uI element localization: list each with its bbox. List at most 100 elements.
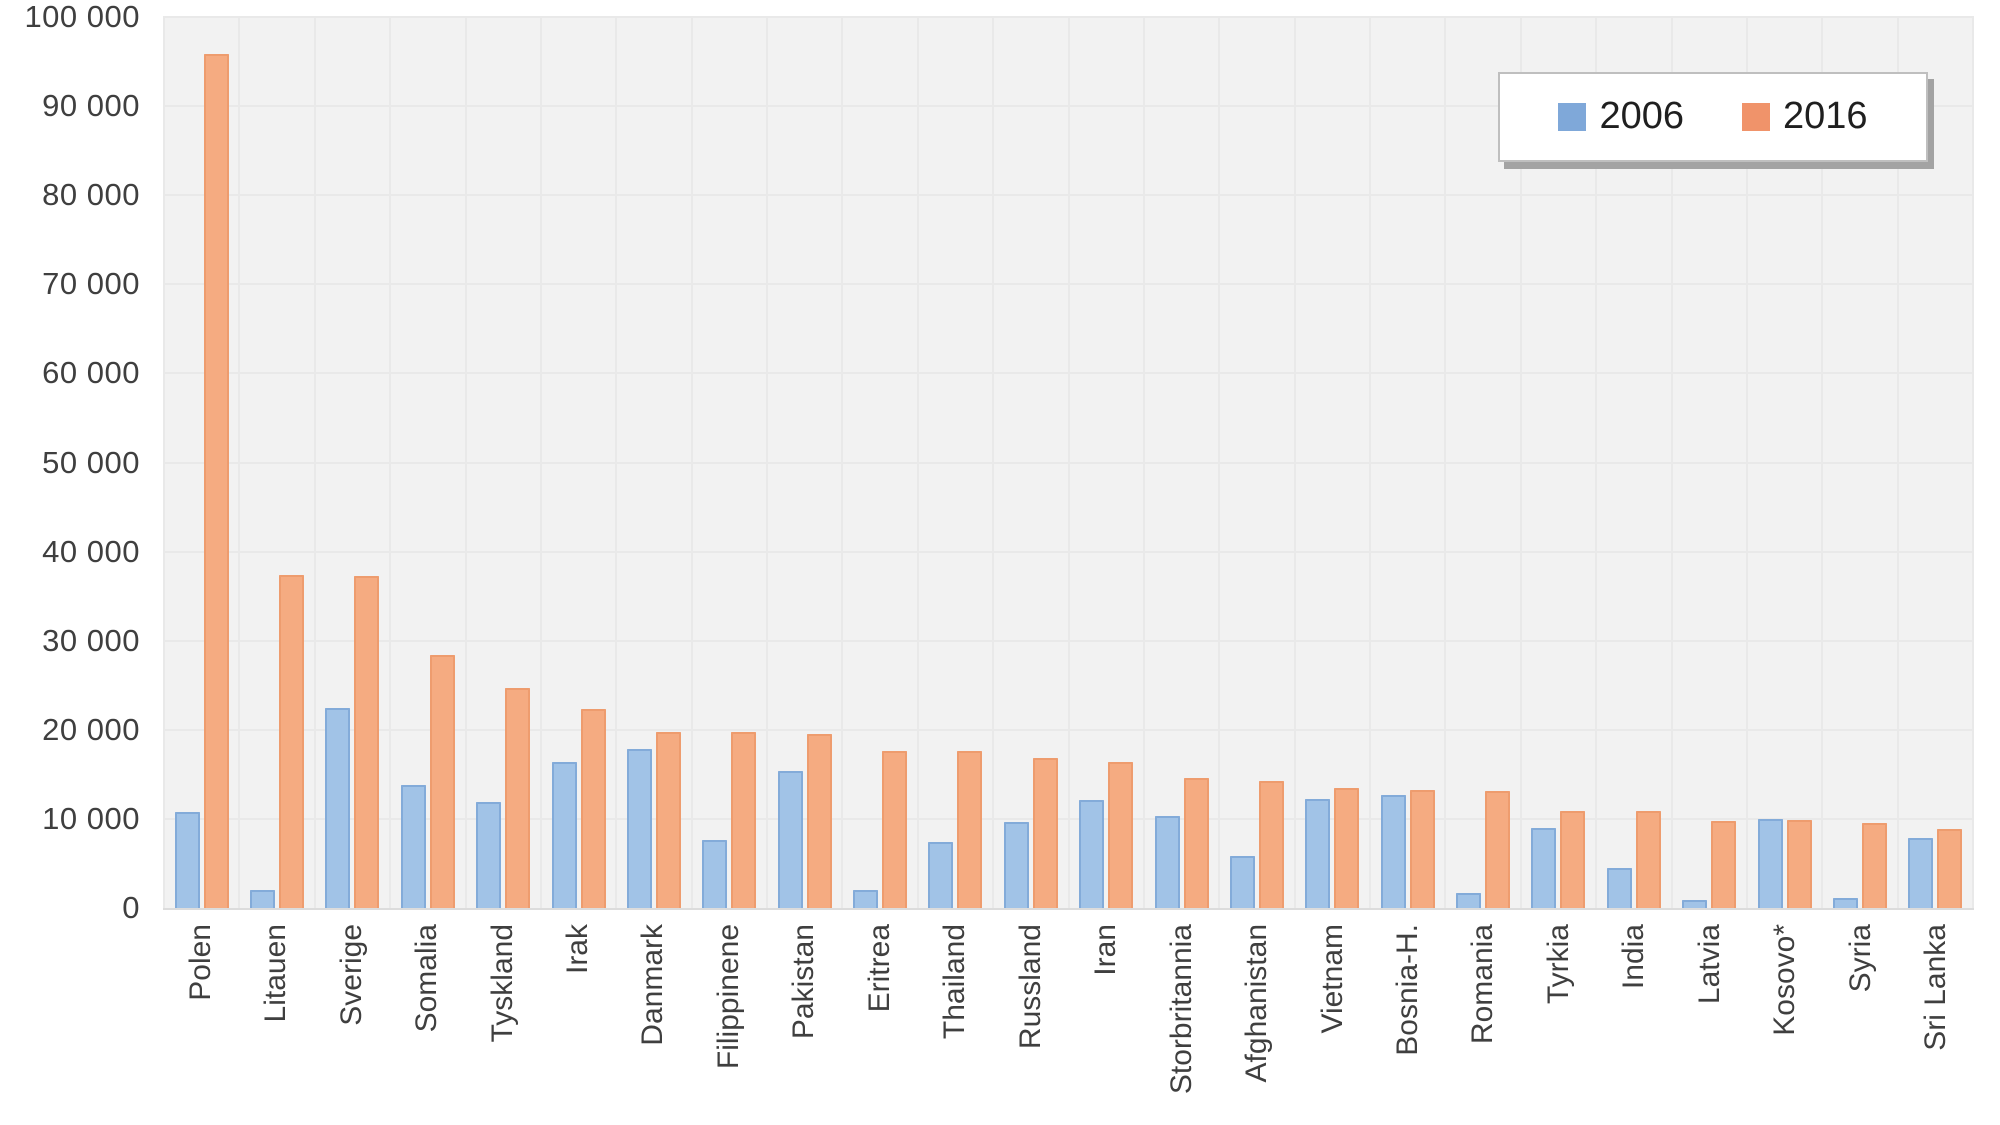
bar-2006-sri-lanka bbox=[1908, 837, 1934, 908]
group-polen bbox=[163, 17, 238, 908]
x-label-cell-iran: Iran bbox=[1068, 924, 1143, 1124]
x-label-cell-polen: Polen bbox=[163, 924, 238, 1124]
x-label-cell-vietnam: Vietnam bbox=[1295, 924, 1370, 1124]
x-label-cell-sverige: Sverige bbox=[314, 924, 389, 1124]
bar-2006-india bbox=[1606, 867, 1632, 908]
x-label-cell-tyrkia: Tyrkia bbox=[1521, 924, 1596, 1124]
x-label-storbritannia: Storbritannia bbox=[1164, 924, 1198, 1095]
bar-2006-sverige bbox=[325, 708, 351, 908]
bar-2006-russland bbox=[1003, 821, 1029, 908]
x-label-polen: Polen bbox=[183, 924, 217, 1001]
group-vietnam bbox=[1293, 17, 1369, 908]
x-label-bosnia-h: Bosnia-H. bbox=[1390, 924, 1424, 1056]
x-axis: Polen Litauen Sverige Somalia Tyskland Irak Da… bbox=[163, 924, 1974, 1124]
x-label-cell-india: India bbox=[1597, 924, 1672, 1124]
x-label-cell-storbritannia: Storbritannia bbox=[1144, 924, 1219, 1124]
x-label-danmark: Danmark bbox=[636, 924, 670, 1046]
bar-2016-litauen bbox=[279, 574, 305, 908]
bar-2006-bosnia-h bbox=[1380, 794, 1406, 908]
y-tick-label-30000: 30 000 bbox=[42, 622, 140, 658]
x-label-cell-romania: Romania bbox=[1446, 924, 1521, 1124]
bar-2016-latvia bbox=[1711, 820, 1737, 908]
x-label-somalia: Somalia bbox=[410, 924, 444, 1033]
bar-2016-eritrea bbox=[882, 751, 908, 908]
group-latvia bbox=[1670, 17, 1746, 908]
y-axis: 0 10 000 20 000 30 000 40 000 50 000 60 000 70 … bbox=[0, 0, 140, 1125]
x-label-filippinene: Filippinene bbox=[711, 924, 745, 1070]
bar-2006-iran bbox=[1079, 800, 1105, 908]
legend-swatch-2006 bbox=[1558, 103, 1587, 131]
bar-2006-irak bbox=[551, 761, 577, 908]
bar-2016-irak bbox=[580, 709, 606, 908]
bar-2016-tyskland bbox=[505, 687, 531, 908]
bar-2006-afghanistan bbox=[1229, 856, 1255, 908]
legend-item-2006: 2006 bbox=[1558, 97, 1684, 138]
bar-2006-polen bbox=[174, 811, 200, 908]
group-afghanistan bbox=[1218, 17, 1293, 908]
bar-2006-vietnam bbox=[1305, 799, 1331, 908]
x-label-cell-danmark: Danmark bbox=[616, 924, 691, 1124]
bar-2006-kosovo bbox=[1757, 818, 1783, 908]
group-romania bbox=[1444, 17, 1519, 908]
group-sverige bbox=[313, 17, 389, 908]
bar-2016-romania bbox=[1485, 791, 1511, 908]
y-tick-label-70000: 70 000 bbox=[42, 266, 140, 302]
bar-groups bbox=[163, 17, 1974, 908]
bar-2016-afghanistan bbox=[1258, 780, 1284, 908]
y-tick-label-60000: 60 000 bbox=[42, 355, 140, 391]
x-label-cell-eritrea: Eritrea bbox=[842, 924, 917, 1124]
bar-2006-tyrkia bbox=[1531, 827, 1557, 908]
x-label-pakistan: Pakistan bbox=[787, 924, 821, 1040]
x-label-tyskland: Tyskland bbox=[485, 924, 519, 1043]
bar-2006-pakistan bbox=[777, 770, 803, 908]
group-eritrea bbox=[841, 17, 916, 908]
group-somalia bbox=[389, 17, 464, 908]
bar-2016-russland bbox=[1032, 758, 1058, 908]
legend-item-2016: 2016 bbox=[1742, 97, 1868, 138]
group-india bbox=[1595, 17, 1670, 908]
group-danmark bbox=[615, 17, 690, 908]
bar-2016-vietnam bbox=[1334, 787, 1360, 908]
bar-2006-thailand bbox=[928, 842, 954, 908]
x-label-romania: Romania bbox=[1466, 924, 1500, 1045]
x-label-syria: Syria bbox=[1843, 924, 1877, 993]
x-label-litauen: Litauen bbox=[259, 924, 293, 1023]
bar-2016-sverige bbox=[354, 575, 380, 908]
x-label-kosovo: Kosovo* bbox=[1768, 924, 1802, 1036]
bar-2006-eritrea bbox=[853, 890, 879, 908]
legend: 2006 2016 bbox=[1498, 72, 1928, 162]
x-label-cell-pakistan: Pakistan bbox=[767, 924, 842, 1124]
group-syria bbox=[1821, 17, 1896, 908]
legend-swatch-2016 bbox=[1742, 103, 1770, 131]
x-label-latvia: Latvia bbox=[1692, 924, 1726, 1005]
bar-2016-somalia bbox=[429, 654, 455, 908]
x-label-cell-thailand: Thailand bbox=[918, 924, 993, 1124]
group-tyrkia bbox=[1519, 17, 1595, 908]
bar-2016-storbritannia bbox=[1183, 777, 1209, 908]
bar-2016-thailand bbox=[957, 751, 983, 908]
bar-2016-iran bbox=[1108, 761, 1134, 908]
x-label-cell-irak: Irak bbox=[540, 924, 615, 1124]
x-label-cell-syria: Syria bbox=[1823, 924, 1898, 1124]
bar-2006-danmark bbox=[626, 749, 652, 908]
group-irak bbox=[539, 17, 615, 908]
bar-2006-syria bbox=[1832, 898, 1858, 908]
x-label-india: India bbox=[1617, 924, 1651, 990]
group-thailand bbox=[916, 17, 992, 908]
bar-2016-sri-lanka bbox=[1937, 828, 1963, 908]
y-tick-label-90000: 90 000 bbox=[42, 88, 140, 124]
x-label-eritrea: Eritrea bbox=[862, 924, 896, 1013]
bar-2016-danmark bbox=[655, 731, 681, 908]
x-label-cell-latvia: Latvia bbox=[1672, 924, 1747, 1124]
x-label-cell-litauen: Litauen bbox=[238, 924, 313, 1124]
x-label-sverige: Sverige bbox=[334, 924, 368, 1026]
group-filippinene bbox=[690, 17, 766, 908]
bar-2006-latvia bbox=[1682, 899, 1708, 908]
bar-2006-filippinene bbox=[702, 840, 728, 908]
bar-2016-filippinene bbox=[731, 731, 757, 908]
x-label-cell-bosnia-h: Bosnia-H. bbox=[1370, 924, 1445, 1124]
y-tick-label-20000: 20 000 bbox=[42, 711, 140, 747]
bar-2016-pakistan bbox=[806, 734, 832, 908]
bar-2016-bosnia-h bbox=[1409, 789, 1435, 908]
